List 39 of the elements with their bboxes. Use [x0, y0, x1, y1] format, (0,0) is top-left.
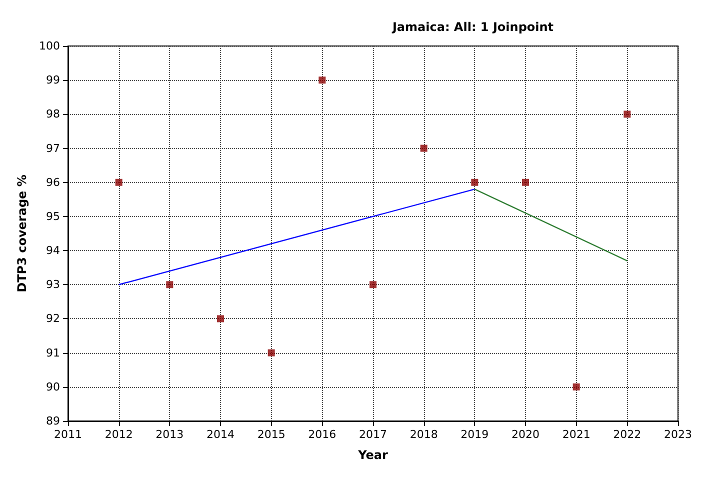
point [166, 281, 174, 288]
y-tick-label: 92 [46, 312, 60, 326]
point [217, 315, 224, 322]
x-axis-title: Year [357, 448, 388, 462]
y-tick-label: 91 [46, 346, 60, 360]
point [420, 144, 428, 152]
point [318, 76, 326, 84]
y-tick-label: 90 [46, 380, 60, 394]
x-tick-label: 2014 [206, 428, 234, 441]
x-tick-label: 2022 [613, 428, 642, 441]
y-axis-title: DTP3 coverage % [15, 174, 30, 292]
y-tick-label: 97 [46, 142, 60, 155]
x-tick-label: 2017 [359, 428, 387, 441]
point [115, 178, 122, 186]
y-tick-label: 99 [46, 74, 60, 87]
y-tick-label: 89 [46, 414, 60, 428]
x-tick-label: 2019 [460, 428, 489, 441]
x-tick-label: 2021 [562, 428, 590, 441]
point [624, 110, 631, 118]
x-tick-label: 2015 [257, 428, 286, 441]
x-tick-label: 2011 [54, 428, 82, 441]
y-tick-label: 98 [46, 108, 60, 121]
x-tick-label: 2020 [512, 428, 540, 441]
y-tick-label: 95 [46, 210, 60, 223]
point [522, 178, 529, 186]
y-tick-label: 100 [39, 40, 60, 52]
y-tick-label: 96 [46, 176, 60, 189]
point [268, 349, 275, 356]
point [471, 178, 478, 186]
x-tick-label: 2013 [156, 428, 184, 441]
x-tick-label: 2023 [664, 428, 692, 441]
y-tick-label: 93 [46, 278, 60, 292]
point [370, 281, 376, 288]
point [572, 383, 580, 390]
x-tick-label: 2016 [308, 428, 336, 441]
chart-title: Jamaica: All: 1 Joinpoint [391, 20, 554, 34]
x-tick-label: 2012 [104, 428, 133, 441]
x-tick-label: 2018 [410, 428, 438, 441]
y-tick-label: 94 [46, 244, 60, 258]
